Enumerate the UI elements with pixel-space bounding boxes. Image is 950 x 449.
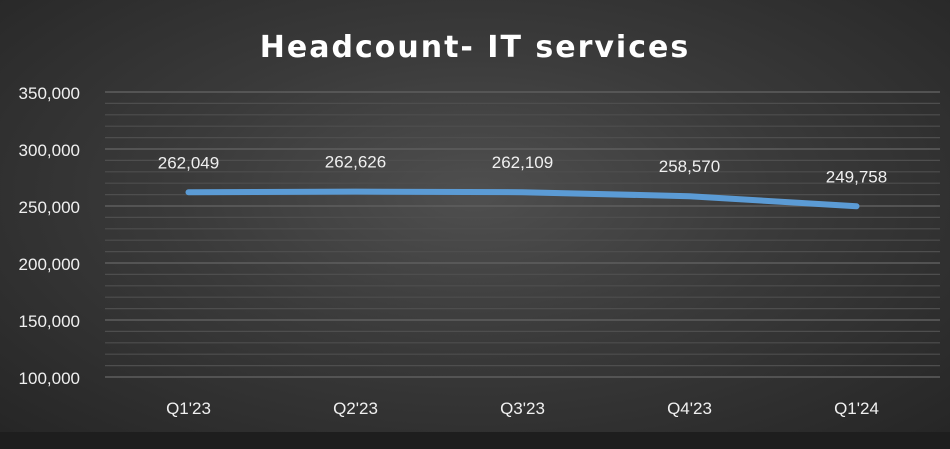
data-label: 249,758 — [826, 167, 887, 186]
chart-area: Headcount- IT services 100,000 150,000 200… — [0, 0, 950, 432]
y-tick-label: 350,000 — [19, 84, 80, 103]
x-tick-label: Q1'23 — [166, 399, 211, 418]
y-tick-label: 250,000 — [19, 198, 80, 217]
y-tick-label: 300,000 — [19, 141, 80, 160]
data-label: 262,626 — [325, 153, 386, 172]
x-tick-label: Q3'23 — [500, 399, 545, 418]
series-line — [185, 188, 860, 210]
y-tick-label: 100,000 — [19, 369, 80, 388]
y-tick-label: 200,000 — [19, 255, 80, 274]
data-label: 262,109 — [492, 153, 553, 172]
chart-title: Headcount- IT services — [259, 30, 691, 65]
line-chart: 100,000 150,000 200,000 250,000 300,000 350,0… — [19, 84, 940, 418]
data-label: 262,049 — [158, 153, 219, 172]
x-tick-label: Q2'23 — [333, 399, 378, 418]
x-tick-label: Q1'24 — [834, 399, 879, 418]
y-tick-label: 150,000 — [19, 312, 80, 331]
x-tick-label: Q4'23 — [667, 399, 712, 418]
data-label: 258,570 — [659, 157, 720, 176]
